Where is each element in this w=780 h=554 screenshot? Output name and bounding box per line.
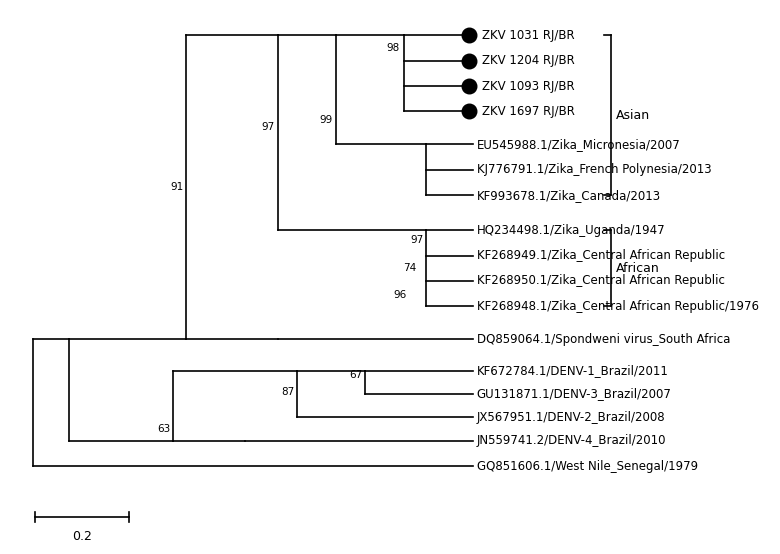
Text: African: African [616, 261, 660, 275]
Text: 99: 99 [320, 115, 333, 125]
Text: JX567951.1/DENV-2_Brazil/2008: JX567951.1/DENV-2_Brazil/2008 [477, 411, 665, 424]
Text: HQ234498.1/Zika_Uganda/1947: HQ234498.1/Zika_Uganda/1947 [477, 224, 665, 237]
Text: JN559741.2/DENV-4_Brazil/2010: JN559741.2/DENV-4_Brazil/2010 [477, 434, 666, 447]
Text: 63: 63 [158, 424, 171, 434]
Text: KF993678.1/Zika_Canada/2013: KF993678.1/Zika_Canada/2013 [477, 189, 661, 202]
Text: ZKV 1697 RJ/BR: ZKV 1697 RJ/BR [482, 105, 575, 118]
Text: KF268949.1/Zika_Central African Republic: KF268949.1/Zika_Central African Republic [477, 249, 725, 262]
Point [463, 31, 475, 40]
Text: GU131871.1/DENV-3_Brazil/2007: GU131871.1/DENV-3_Brazil/2007 [477, 387, 672, 401]
Text: 97: 97 [261, 122, 275, 132]
Text: 87: 87 [282, 387, 295, 397]
Text: ZKV 1031 RJ/BR: ZKV 1031 RJ/BR [482, 29, 575, 42]
Text: 0.2: 0.2 [73, 530, 92, 543]
Text: Asian: Asian [616, 109, 650, 122]
Text: KF672784.1/DENV-1_Brazil/2011: KF672784.1/DENV-1_Brazil/2011 [477, 364, 668, 377]
Text: 74: 74 [403, 263, 417, 273]
Text: KJ776791.1/Zika_French Polynesia/2013: KJ776791.1/Zika_French Polynesia/2013 [477, 163, 711, 176]
Text: DQ859064.1/Spondweni virus_South Africa: DQ859064.1/Spondweni virus_South Africa [477, 333, 730, 346]
Text: 98: 98 [386, 43, 399, 53]
Text: 67: 67 [349, 370, 362, 380]
Point [463, 107, 475, 116]
Text: 91: 91 [171, 182, 184, 192]
Point [463, 81, 475, 90]
Text: 97: 97 [410, 235, 424, 245]
Text: GQ851606.1/West Nile_Senegal/1979: GQ851606.1/West Nile_Senegal/1979 [477, 459, 698, 473]
Point [463, 57, 475, 65]
Text: 96: 96 [393, 290, 406, 300]
Text: EU545988.1/Zika_Micronesia/2007: EU545988.1/Zika_Micronesia/2007 [477, 138, 680, 151]
Text: KF268948.1/Zika_Central African Republic/1976: KF268948.1/Zika_Central African Republic… [477, 300, 759, 312]
Text: ZKV 1093 RJ/BR: ZKV 1093 RJ/BR [482, 80, 575, 93]
Text: KF268950.1/Zika_Central African Republic: KF268950.1/Zika_Central African Republic [477, 274, 725, 288]
Text: ZKV 1204 RJ/BR: ZKV 1204 RJ/BR [482, 54, 575, 67]
